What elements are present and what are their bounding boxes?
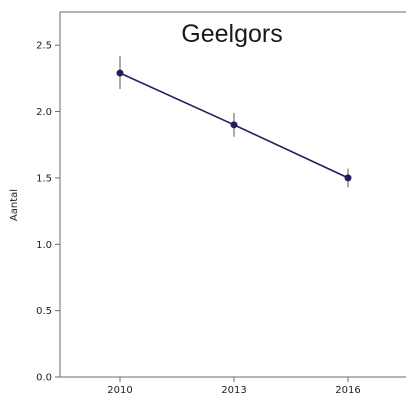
y-tick-label: 1.5 bbox=[36, 173, 52, 184]
data-point bbox=[230, 121, 238, 129]
y-tick-label: 0.0 bbox=[36, 373, 52, 384]
series-line-segment bbox=[233, 124, 349, 179]
y-axis: 0.0 0.5 1.0 1.5 2.0 2.5 bbox=[36, 41, 60, 384]
data-point bbox=[116, 69, 124, 77]
data-point bbox=[344, 174, 352, 182]
plot-frame bbox=[59, 11, 406, 378]
x-axis: 2010 2013 2016 bbox=[107, 377, 361, 396]
data-points bbox=[116, 69, 352, 182]
series-lines bbox=[119, 72, 349, 179]
series-line-segment bbox=[119, 72, 235, 126]
y-tick-label: 1.0 bbox=[36, 240, 52, 251]
x-tick-label: 2013 bbox=[221, 385, 246, 396]
y-tick-label: 2.0 bbox=[36, 107, 52, 118]
y-axis-title: Aantal bbox=[9, 189, 20, 221]
chart-title: Geelgors bbox=[181, 20, 282, 48]
x-tick-label: 2016 bbox=[335, 385, 360, 396]
y-tick-label: 0.5 bbox=[36, 306, 52, 317]
x-tick-label: 2010 bbox=[107, 385, 132, 396]
y-tick-label: 2.5 bbox=[36, 41, 52, 52]
